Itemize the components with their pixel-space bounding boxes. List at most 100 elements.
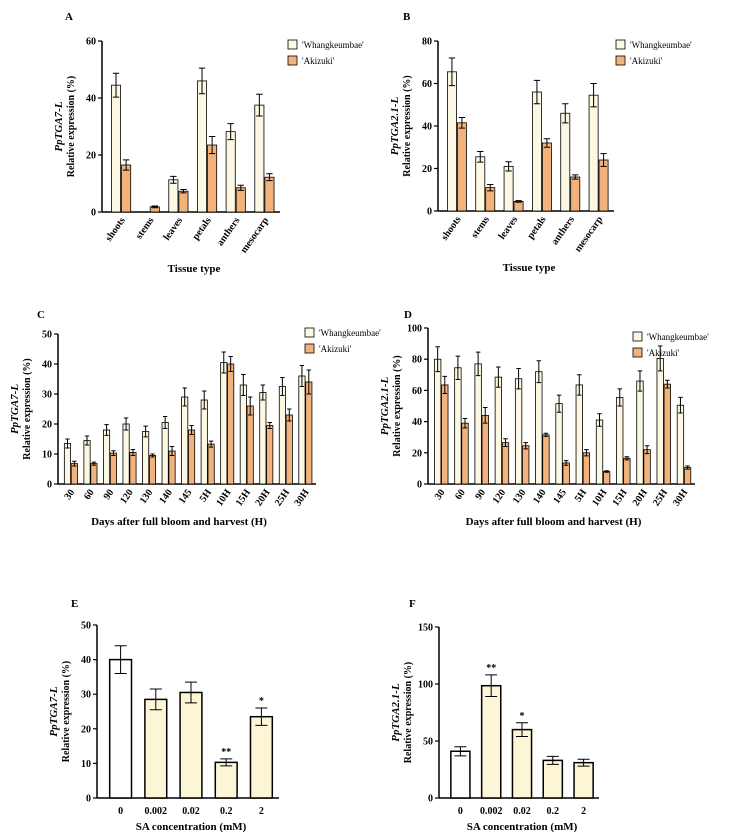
error-bar: [617, 388, 623, 407]
bar-whangkeumbae-shoots: [111, 84, 122, 213]
error-bar: [180, 188, 187, 194]
bar-akizuki-anthers: [570, 176, 581, 212]
bar-akizuki-30: [70, 463, 78, 485]
error-bar: [516, 722, 528, 737]
bar-sa-2: [249, 715, 274, 799]
x-tick-label: 20H: [631, 487, 650, 508]
error-bar: [170, 175, 177, 184]
error-bar: [130, 449, 136, 456]
error-bar: [556, 394, 562, 413]
y-tick-label: 50: [42, 330, 52, 341]
bar-whangkeumbae-30: [63, 443, 71, 485]
error-bar: [221, 351, 226, 374]
y-tick-label: 50: [81, 621, 91, 632]
bar-akizuki-145: [562, 462, 570, 485]
legend-label-akizuki: 'Akizuki': [302, 56, 335, 66]
legend-label-akizuki: 'Akizuki': [319, 344, 352, 354]
error-bar: [485, 674, 498, 698]
error-bar: [657, 345, 663, 372]
x-tick-label: 30: [433, 487, 448, 502]
y-tick-label: 20: [412, 448, 422, 459]
x-tick-label: 15H: [610, 487, 629, 508]
legend-swatch-whangkeumbae: [304, 327, 315, 338]
error-bar: [266, 173, 273, 182]
bar-akizuki-10H: [602, 471, 611, 485]
chart-panel-c: C 0 10 20 30 40 50 PpTGA7-L Relative expression …: [9, 309, 381, 528]
error-bar: [477, 151, 484, 163]
error-bar: [577, 374, 582, 396]
bar-akizuki-130: [522, 445, 530, 485]
error-bar: [65, 438, 70, 449]
y-axis-label: Relative expression (%): [61, 661, 72, 762]
bar-whangkeumbae-shoots: [446, 71, 457, 212]
bar-whangkeumbae-petals: [197, 80, 208, 213]
bar-sa-0: [450, 750, 471, 799]
bar-whangkeumbae-leaves: [503, 165, 514, 212]
error-bar: [515, 200, 522, 203]
y-tick-label: 0: [428, 794, 433, 805]
legend-swatch-akizuki: [287, 55, 298, 66]
x-tick-label: 130: [511, 487, 529, 506]
x-tick-label: petals: [525, 214, 548, 241]
bar-whangkeumbae-stems: [475, 156, 486, 212]
bar-sa-0.02: [179, 691, 203, 799]
bar-whangkeumbae-10H: [595, 419, 604, 485]
error-bar: [122, 159, 130, 171]
y-tick-label: 20: [42, 420, 52, 431]
y-tick-label: 40: [422, 122, 432, 133]
bar-sa-0.2: [542, 759, 564, 799]
x-tick-label: 140: [531, 487, 549, 506]
error-bar: [91, 461, 97, 466]
error-bar: [151, 205, 158, 209]
bar-akizuki-5H: [582, 452, 591, 485]
x-tick-label: 140: [157, 487, 175, 506]
error-bar: [248, 396, 253, 416]
bar-akizuki-145: [188, 429, 196, 485]
legend-label-akizuki: 'Akizuki': [647, 348, 680, 358]
x-tick-label: mesocarp: [573, 214, 606, 254]
bar-akizuki-leaves: [513, 201, 524, 212]
x-tick-label: 90: [102, 487, 117, 502]
y-tick-label: 0: [417, 480, 422, 491]
y-tick-label: 0: [91, 208, 96, 219]
x-tick-label: shoots: [103, 215, 127, 243]
x-tick-label: 30H: [292, 487, 311, 508]
bar-sa-0.002: [480, 684, 502, 799]
bar-whangkeumbae-10H: [220, 362, 228, 485]
x-tick-label: 0: [458, 806, 463, 817]
x-tick-label: 130: [138, 487, 156, 506]
error-bar: [114, 645, 127, 674]
legend-swatch-whangkeumbae: [632, 331, 643, 342]
x-tick-label: anthers: [215, 215, 243, 248]
bar-akizuki-15H: [623, 457, 631, 485]
y-axis-gene-label: PpTGA2.1-L: [390, 683, 402, 742]
bar-akizuki-30: [441, 384, 449, 485]
bar-whangkeumbae-30H: [298, 375, 306, 485]
error-bar: [563, 460, 569, 466]
y-axis-gene-label: PpTGA7-L: [53, 101, 65, 151]
error-bar: [496, 366, 501, 388]
error-bar: [505, 161, 512, 172]
error-bar: [241, 374, 246, 396]
bar-akizuki-mesocarp: [264, 176, 275, 213]
error-bar: [597, 413, 602, 427]
legend-label-whangkeumbae: 'Whangkeumbae': [319, 328, 381, 338]
x-tick-label: stems: [469, 214, 492, 240]
error-bar: [562, 103, 569, 124]
error-bar: [454, 746, 467, 757]
legend-swatch-akizuki: [632, 347, 643, 358]
x-tick-label: 90: [473, 487, 488, 502]
error-bar: [185, 681, 197, 704]
bar-whangkeumbae-120: [494, 376, 502, 485]
panel-label: B: [403, 11, 411, 23]
x-tick-label: 0.02: [513, 806, 531, 817]
x-tick-label: 0.002: [480, 806, 503, 817]
legend-label-akizuki: 'Akizuki': [630, 56, 663, 66]
x-tick-label: anthers: [549, 214, 577, 247]
x-tick-label: 0.2: [547, 806, 560, 817]
error-bar: [237, 184, 244, 191]
bar-akizuki-130: [148, 455, 157, 485]
error-bar: [162, 416, 168, 429]
bar-sa-0.002: [144, 698, 168, 799]
error-bar: [533, 79, 541, 105]
